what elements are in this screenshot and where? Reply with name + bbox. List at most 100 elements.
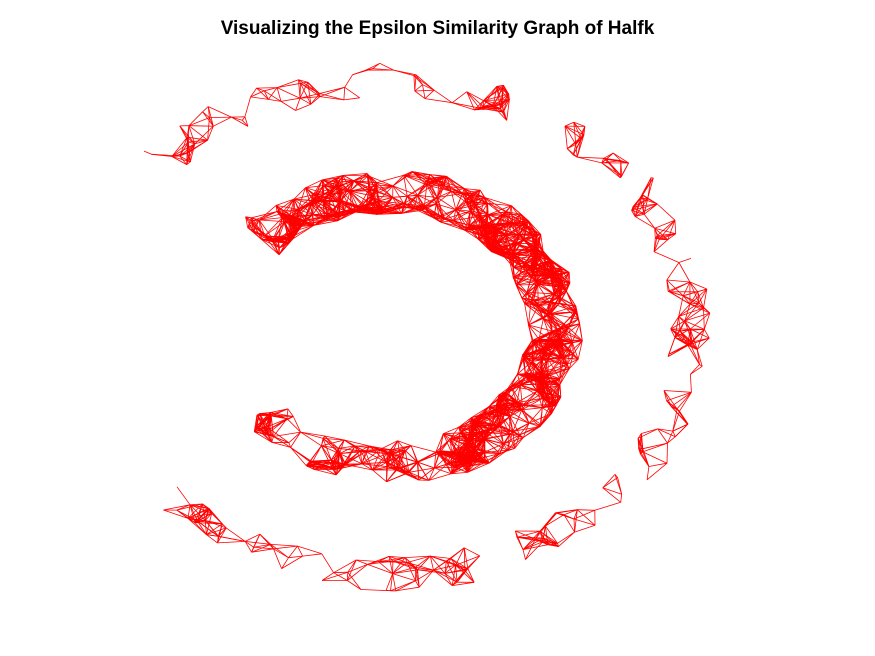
graph-edge-cluster-1: [526, 284, 539, 293]
graph-edge-cluster-2: [482, 86, 498, 107]
graph-edge-cluster-1: [537, 378, 560, 392]
graph-edge-cluster-2: [542, 525, 546, 539]
graph-edge-cluster-2: [478, 100, 484, 109]
graph-edge-cluster-1: [410, 445, 436, 453]
graph-edge-cluster-1: [361, 451, 366, 464]
graph-edge-cluster-1: [464, 229, 479, 240]
graph-edge-cluster-1: [560, 311, 577, 328]
graph-edge-cluster-1: [284, 221, 303, 225]
graph-edge-cluster-1: [321, 445, 333, 468]
graph-edge-cluster-1: [397, 440, 406, 451]
graph-edge-cluster-2: [276, 87, 282, 102]
graph-edge-cluster-1: [467, 462, 490, 473]
graph-edge-cluster-2: [496, 86, 501, 109]
graph-edge-cluster-1: [427, 182, 437, 205]
graph-edge-cluster-1: [538, 318, 544, 340]
graph-edge-cluster-1: [532, 270, 555, 277]
graph-edge-cluster-1: [568, 306, 577, 328]
graph-edge-cluster-2: [573, 122, 585, 135]
graph-edge-cluster-1: [412, 171, 430, 176]
graph-edge-cluster-2: [657, 428, 673, 432]
graph-edge-cluster-1: [496, 223, 514, 243]
graph-edge-cluster-1: [444, 218, 465, 231]
graph-edge-cluster-1: [561, 327, 569, 345]
graph-edge-cluster-1: [444, 185, 471, 197]
graph-edge-cluster-1: [522, 426, 541, 438]
graph-edge-cluster-1: [541, 357, 562, 373]
graph-edge-cluster-1: [449, 438, 460, 461]
graph-edge-cluster-2: [663, 390, 692, 393]
graph-edge-cluster-2: [653, 239, 660, 252]
graph-edge-cluster-2: [522, 541, 543, 550]
graph-edge-cluster-1: [517, 354, 523, 375]
graph-edge-cluster-1: [322, 181, 339, 201]
graph-edge-cluster-1: [491, 232, 495, 252]
graph-edge-cluster-2: [689, 288, 708, 305]
graph-edge-cluster-2: [631, 203, 658, 211]
graph-edge-cluster-1: [411, 171, 428, 186]
graph-edge-cluster-2: [564, 121, 574, 127]
graph-edge-cluster-1: [467, 444, 470, 456]
graph-edge-cluster-1: [547, 339, 552, 359]
graph-edge-cluster-1: [305, 187, 331, 196]
graph-edge-cluster-2: [171, 156, 187, 165]
graph-edge-cluster-1: [506, 409, 522, 411]
graph-edge-cluster-1: [436, 185, 445, 205]
graph-edge-cluster-1: [371, 185, 394, 197]
graph-edge-cluster-1: [512, 254, 537, 257]
graph-edge-cluster-1: [521, 409, 541, 427]
graph-edge-cluster-1: [524, 292, 528, 304]
graph-edge-cluster-2: [663, 390, 667, 401]
graph-edge-cluster-1: [371, 184, 377, 196]
graph-edge-cluster-1: [522, 390, 538, 406]
graph-edge-cluster-1: [451, 191, 474, 203]
graph-edge-cluster-1: [314, 469, 337, 476]
graph-edge-cluster-2: [288, 555, 303, 559]
graph-edge-cluster-2: [343, 97, 360, 101]
graph-edge-cluster-1: [440, 221, 468, 229]
graph-edge-cluster-1: [471, 193, 488, 204]
graph-edge-cluster-1: [520, 214, 533, 235]
graph-edge-cluster-1: [537, 253, 547, 270]
graph-edge-cluster-1: [439, 180, 465, 189]
graph-edge-cluster-1: [522, 397, 543, 406]
graph-edge-cluster-1: [329, 178, 337, 195]
graph-edge-cluster-1: [442, 433, 453, 453]
graph-edge-cluster-1: [321, 445, 339, 449]
graph-edge-cluster-1: [371, 195, 381, 214]
graph-edge-cluster-2: [392, 573, 397, 591]
graph-edge-cluster-1: [434, 460, 460, 469]
graph-edge-cluster-1: [510, 385, 538, 392]
graph-edge-cluster-2: [657, 428, 676, 438]
graph-edge-cluster-1: [548, 374, 560, 380]
graph-edge-cluster-1: [513, 266, 533, 272]
graph-edge-cluster-1: [528, 324, 553, 332]
graph-edge-cluster-2: [479, 107, 504, 113]
graph-edge-cluster-2: [602, 487, 621, 503]
graph-edge-cluster-2: [467, 568, 475, 583]
graph-edge-cluster-1: [453, 209, 457, 221]
graph-edge-cluster-1: [321, 445, 334, 463]
graph-edge-cluster-1: [536, 232, 539, 254]
graph-edge-cluster-1: [439, 438, 451, 454]
graph-edge-cluster-1: [489, 449, 508, 464]
graph-edge-cluster-1: [378, 200, 402, 214]
graph-edge-cluster-1: [353, 175, 369, 182]
graph-edge-cluster-2: [143, 150, 152, 155]
graph-edge-cluster-2: [641, 428, 658, 434]
graph-edge-cluster-1: [523, 220, 529, 240]
graph-edge-cluster-2: [653, 251, 680, 263]
graph-edge-cluster-1: [537, 284, 550, 303]
graph-edge-cluster-1: [483, 452, 500, 454]
graph-edge-cluster-1: [349, 190, 377, 192]
graph-edge-cluster-1: [335, 463, 344, 476]
graph-edge-cluster-2: [244, 116, 249, 127]
graph-edge-cluster-2: [674, 220, 677, 234]
graph-edge-cluster-1: [300, 431, 325, 437]
graph-edge-cluster-1: [261, 239, 280, 249]
graph-edge-cluster-2: [244, 96, 251, 117]
graph-edge-cluster-2: [208, 106, 232, 118]
graph-edge-cluster-1: [439, 453, 448, 465]
graph-edge-cluster-1: [472, 408, 498, 421]
graph-edge-cluster-1: [559, 282, 571, 304]
